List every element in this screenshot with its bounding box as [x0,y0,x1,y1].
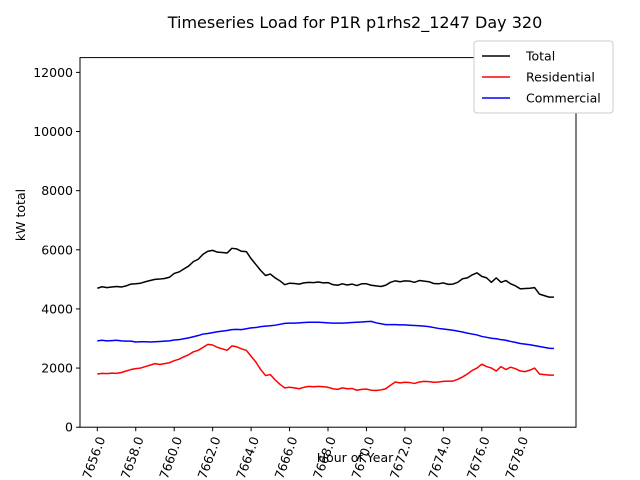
legend-label-commercial: Commercial [526,91,601,106]
x-tick-label: 7662.0 [195,435,224,480]
y-axis-label: kW total [13,189,28,241]
x-axis-label: Hour of Year [317,450,394,465]
legend: Total Residential Commercial [473,40,614,114]
series-line-total [97,247,554,298]
x-tick-label: 7678.0 [502,435,531,480]
x-tick-label: 7674.0 [425,435,454,480]
y-tick-label: 12000 [33,65,73,80]
x-tick-label: 7656.0 [79,435,108,480]
x-tick-label: 7676.0 [464,435,493,480]
y-tick-label: 2000 [41,361,73,376]
y-tick-label: 0 [65,420,73,435]
x-tick-label: 7664.0 [233,435,262,480]
legend-label-residential: Residential [526,70,595,85]
x-tick-label: 7660.0 [156,435,185,480]
y-tick-label: 4000 [41,301,73,316]
x-tick-label: 7666.0 [271,435,300,480]
x-tick-label: 7658.0 [118,435,147,480]
y-tick-label: 10000 [33,124,73,139]
y-tick-label: 6000 [41,242,73,257]
series-line-residential [97,343,554,392]
legend-label-total: Total [525,49,555,64]
y-tick-label: 8000 [41,183,73,198]
series-line-commercial [97,320,554,350]
legend-frame [473,40,614,114]
plot-background [80,57,576,428]
y-axis: 0 2000 4000 6000 8000 10000 12000 [33,65,80,435]
x-axis: 7656.0 7658.0 7660.0 7662.0 7664.0 7666.0 7668… [79,427,531,480]
series-layer [97,247,554,392]
chart-title: Timeseries Load for P1R p1rhs2_1247 Day … [167,13,543,33]
